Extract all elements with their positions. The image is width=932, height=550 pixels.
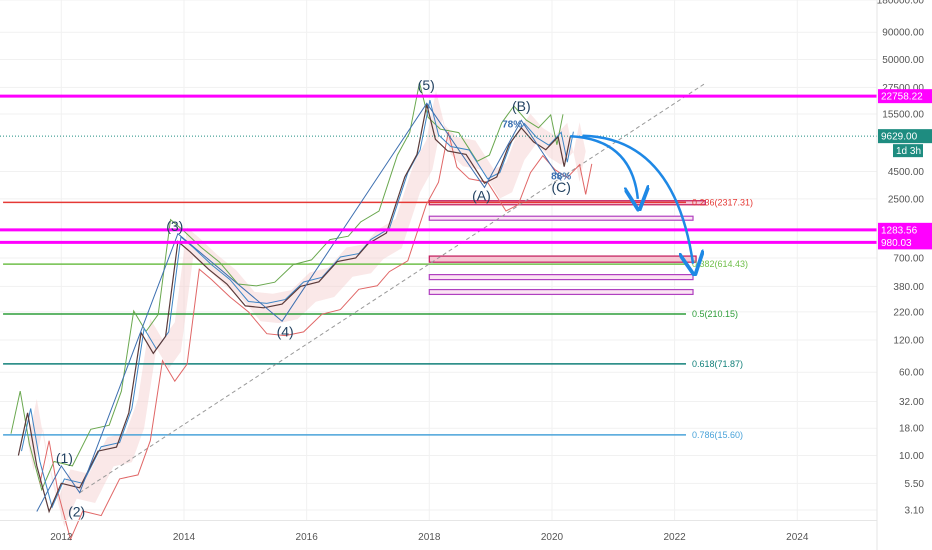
level-price-badge-bg bbox=[878, 222, 932, 237]
price-axis-tick-label: 15500.00 bbox=[882, 110, 924, 121]
target-zone bbox=[428, 215, 694, 221]
horizontal-levels[interactable] bbox=[0, 94, 877, 244]
time-axis-tick-label: 2012 bbox=[50, 532, 73, 543]
time-axis-tick-label: 2016 bbox=[296, 532, 319, 543]
target-zone bbox=[428, 274, 694, 281]
wave-label: (4) bbox=[277, 323, 294, 339]
fib-level-label: 0.236(2317.31) bbox=[692, 197, 753, 207]
price-axis-tick-label: 2500.00 bbox=[888, 194, 925, 205]
candle-timer-badge: 1d 3h bbox=[896, 146, 921, 157]
level-price-badge: 22758.22 bbox=[881, 92, 923, 103]
price-axis-tick-label: 90000.00 bbox=[882, 28, 924, 39]
projection-arrows bbox=[570, 134, 693, 264]
level-price-badge-bg bbox=[878, 235, 932, 250]
price-line bbox=[17, 104, 571, 514]
target-zone bbox=[428, 255, 697, 263]
fib-level-label: 0.5(210.15) bbox=[692, 309, 738, 319]
dashed-trendline bbox=[79, 82, 706, 494]
retrace-label: 88% bbox=[551, 171, 571, 182]
price-badges: 22758.22 1283.56 980.03 9629.00 1d 3h bbox=[878, 89, 932, 250]
ichimoku-cloud bbox=[27, 90, 586, 527]
wave-label: (5) bbox=[418, 77, 435, 93]
current-price-badge: 9629.00 bbox=[881, 132, 918, 143]
fib-level-label: 0.618(71.87) bbox=[692, 359, 743, 369]
price-axis-tick-label: 120.00 bbox=[893, 336, 924, 347]
projection-arrow bbox=[582, 134, 693, 264]
time-axis-tick-label: 2022 bbox=[663, 532, 686, 543]
wave-label: (B) bbox=[512, 98, 531, 114]
fib-level-label: 0.786(15.60) bbox=[692, 430, 743, 440]
wave-labels: (1) (2) (3) (4) (5) (A) (B) (C) 78% 88% bbox=[56, 77, 571, 519]
wave-label: (C) bbox=[551, 179, 570, 195]
wave-path-line bbox=[36, 102, 562, 512]
trendline bbox=[79, 82, 706, 494]
wave-label: (A) bbox=[472, 188, 491, 204]
time-axis-tick-label: 2018 bbox=[418, 532, 441, 543]
wave-label: (2) bbox=[68, 503, 85, 519]
projection-arrow bbox=[570, 135, 637, 199]
fibonacci-levels: 0.236(2317.31) 0.382(614.43) 0.5(210.15) 0.… bbox=[3, 197, 753, 440]
level-price-badge: 980.03 bbox=[881, 238, 912, 249]
retrace-label: 78% bbox=[502, 119, 522, 130]
lower-envelope-line bbox=[39, 132, 593, 541]
time-axis-tick-label: 2024 bbox=[786, 532, 809, 543]
price-axis-tick-label: 5.50 bbox=[905, 479, 925, 490]
target-zone bbox=[428, 288, 694, 296]
fib-level-label: 0.382(614.43) bbox=[692, 259, 748, 269]
price-axis[interactable]: 180000.00 90000.00 50000.00 27500.00 15500.0… bbox=[877, 0, 925, 516]
price-axis-tick-label: 380.00 bbox=[893, 282, 924, 293]
time-axis[interactable]: 2012 2014 2016 2018 2020 2022 2024 bbox=[0, 520, 877, 544]
current-price-badge-bg bbox=[878, 129, 932, 144]
price-axis-tick-label: 4500.00 bbox=[888, 167, 925, 178]
price-axis-tick-label: 60.00 bbox=[899, 368, 924, 379]
price-axis-tick-label: 32.00 bbox=[899, 397, 924, 408]
price-axis-tick-label: 50000.00 bbox=[882, 55, 924, 66]
grid bbox=[0, 0, 877, 520]
timer-badge-bg bbox=[893, 144, 923, 158]
elliott-wave-path bbox=[36, 102, 562, 512]
upper-envelope-line bbox=[10, 82, 564, 492]
level-price-badge-bg bbox=[878, 89, 932, 104]
price-axis-tick-label: 18.00 bbox=[899, 424, 924, 435]
time-axis-tick-label: 2014 bbox=[173, 532, 196, 543]
wave-label: (1) bbox=[56, 450, 73, 466]
conversion-line bbox=[21, 99, 574, 509]
price-series bbox=[10, 82, 593, 541]
cloud-area bbox=[27, 90, 586, 527]
price-axis-tick-label: 10.00 bbox=[899, 451, 924, 462]
price-axis-tick-label: 180000.00 bbox=[877, 0, 925, 7]
wave-label: (3) bbox=[166, 218, 183, 234]
price-axis-tick-label: 27500.00 bbox=[882, 83, 924, 94]
price-axis-tick-label: 220.00 bbox=[893, 307, 924, 318]
price-axis-tick-label: 700.00 bbox=[893, 254, 924, 265]
time-axis-tick-label: 2020 bbox=[541, 532, 564, 543]
level-price-badge: 1283.56 bbox=[881, 225, 918, 236]
price-axis-tick-label: 3.10 bbox=[905, 505, 925, 516]
